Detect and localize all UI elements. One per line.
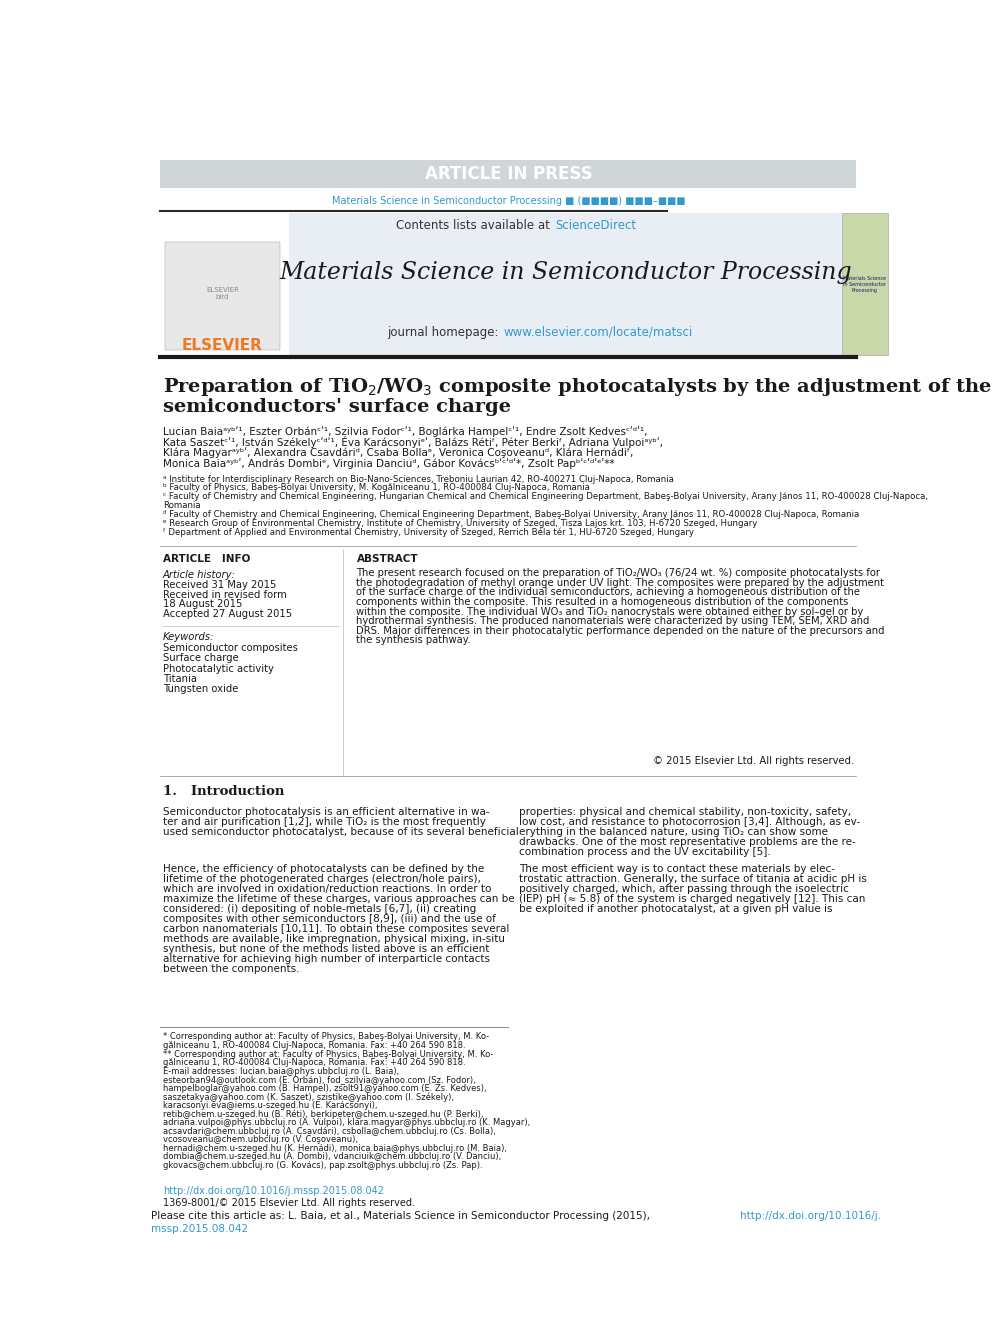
- Text: combination process and the UV excitability [5].: combination process and the UV excitabil…: [519, 847, 771, 857]
- Text: lifetime of the photogenerated charges (electron/hole pairs),: lifetime of the photogenerated charges (…: [163, 873, 481, 884]
- Text: Photocatalytic activity: Photocatalytic activity: [163, 664, 274, 673]
- Text: hydrothermal synthesis. The produced nanomaterials were characterized by using T: hydrothermal synthesis. The produced nan…: [356, 617, 870, 626]
- Text: which are involved in oxidation/reduction reactions. In order to: which are involved in oxidation/reductio…: [163, 884, 491, 894]
- Text: ARTICLE IN PRESS: ARTICLE IN PRESS: [425, 165, 592, 183]
- Text: carbon nanomaterials [10,11]. To obtain these composites several: carbon nanomaterials [10,11]. To obtain …: [163, 923, 509, 934]
- Text: methods are available, like impregnation, physical mixing, in-situ: methods are available, like impregnation…: [163, 934, 505, 943]
- Text: Received 31 May 2015: Received 31 May 2015: [163, 579, 276, 590]
- Text: Lucian Baiaᵃʸᵇʹ¹, Eszter Orbánᶜʹ¹, Szilvia Fodorᶜʹ¹, Boglárka Hampelᶜʹ¹, Endre Z: Lucian Baiaᵃʸᵇʹ¹, Eszter Orbánᶜʹ¹, Szilv…: [163, 426, 647, 437]
- Text: trostatic attraction. Generally, the surface of titania at acidic pH is: trostatic attraction. Generally, the sur…: [519, 873, 867, 884]
- Text: low cost, and resistance to photocorrosion [3,4]. Although, as ev-: low cost, and resistance to photocorrosi…: [519, 816, 860, 827]
- Text: composites with other semiconductors [8,9], (iii) and the use of: composites with other semiconductors [8,…: [163, 914, 496, 923]
- Text: http://dx.doi.org/10.1016/j.: http://dx.doi.org/10.1016/j.: [740, 1211, 881, 1221]
- Text: Kata Saszetᶜʹ¹, István Székelyᶜʹᵈʹ¹, Éva Karácsonyiᵉʹ, Balázs Rétiᶠ, Péter Berki: Kata Saszetᶜʹ¹, István Székelyᶜʹᵈʹ¹, Éva…: [163, 437, 663, 448]
- Text: esteorban94@outlook.com (E. Orbán), fod_szilvia@yahoo.com (Sz. Fodor),: esteorban94@outlook.com (E. Orbán), fod_…: [163, 1076, 475, 1085]
- Text: Semiconductor photocatalysis is an efficient alternative in wa-: Semiconductor photocatalysis is an effic…: [163, 807, 489, 816]
- Text: * Corresponding author at: Faculty of Physics, Babeş-Bolyai University, M. Ko-: * Corresponding author at: Faculty of Ph…: [163, 1032, 489, 1041]
- Text: Accepted 27 August 2015: Accepted 27 August 2015: [163, 609, 292, 619]
- Text: between the components.: between the components.: [163, 963, 300, 974]
- FancyBboxPatch shape: [289, 213, 841, 355]
- Text: Tungsten oxide: Tungsten oxide: [163, 684, 238, 695]
- Text: Keywords:: Keywords:: [163, 632, 214, 642]
- FancyBboxPatch shape: [161, 160, 856, 188]
- FancyBboxPatch shape: [161, 213, 289, 355]
- Text: ᵉ Research Group of Environmental Chemistry, Institute of Chemistry, University : ᵉ Research Group of Environmental Chemis…: [163, 519, 757, 528]
- Text: used semiconductor photocatalyst, because of its several beneficial: used semiconductor photocatalyst, becaus…: [163, 827, 519, 836]
- Text: vcosoveanu@chem.ubbcluj.ro (V. Coşoveanu),: vcosoveanu@chem.ubbcluj.ro (V. Coşoveanu…: [163, 1135, 358, 1144]
- Text: Surface charge: Surface charge: [163, 654, 238, 663]
- Text: the photodegradation of methyl orange under UV light. The composites were prepar: the photodegradation of methyl orange un…: [356, 578, 885, 587]
- Text: ScienceDirect: ScienceDirect: [555, 220, 636, 233]
- Text: 1369-8001/© 2015 Elsevier Ltd. All rights reserved.: 1369-8001/© 2015 Elsevier Ltd. All right…: [163, 1197, 415, 1208]
- Text: journal homepage:: journal homepage:: [387, 325, 502, 339]
- Text: gălniceanu 1, RO-400084 Cluj-Napoca, Romania. Fax: +40 264 590 818.: gălniceanu 1, RO-400084 Cluj-Napoca, Rom…: [163, 1040, 465, 1049]
- Text: The present research focused on the preparation of TiO₂/WO₃ (76/24 wt. %) compos: The present research focused on the prep…: [356, 568, 881, 578]
- Text: Titania: Titania: [163, 673, 196, 684]
- Text: the synthesis pathway.: the synthesis pathway.: [356, 635, 471, 646]
- FancyBboxPatch shape: [841, 213, 888, 355]
- Text: be exploited if another photocatalyst, at a given pH value is: be exploited if another photocatalyst, a…: [519, 904, 832, 914]
- Text: Received in revised form: Received in revised form: [163, 590, 287, 599]
- Text: Materials Science in Semiconductor Processing: Materials Science in Semiconductor Proce…: [280, 261, 852, 284]
- Text: of the surface charge of the individual semiconductors, achieving a homogeneous : of the surface charge of the individual …: [356, 587, 860, 597]
- Text: alternative for achieving high number of interparticle contacts: alternative for achieving high number of…: [163, 954, 490, 963]
- Text: drawbacks. One of the most representative problems are the re-: drawbacks. One of the most representativ…: [519, 836, 856, 847]
- Text: Materials Science in Semiconductor Processing ■ (■■■■) ■■■–■■■: Materials Science in Semiconductor Proce…: [331, 196, 685, 206]
- Text: 1.   Introduction: 1. Introduction: [163, 785, 284, 798]
- Text: DRS. Major differences in their photocatalytic performance depended on the natur: DRS. Major differences in their photocat…: [356, 626, 885, 636]
- Text: dombia@chem.u-szeged.hu (A. Dombi), vdanciuik@chem.ubbcluj.ro (V. Danciu),: dombia@chem.u-szeged.hu (A. Dombi), vdan…: [163, 1152, 501, 1162]
- Text: erything in the balanced nature, using TiO₂ can show some: erything in the balanced nature, using T…: [519, 827, 828, 836]
- Text: Monica Baiaᵃʸᵇʹ, András Dombiᵉ, Virginia Danciuᵈ, Gábor Kovácsᵇʹᶜʹᵈʹ*, Zsolt Pap: Monica Baiaᵃʸᵇʹ, András Dombiᵉ, Virginia…: [163, 458, 614, 470]
- FancyBboxPatch shape: [165, 242, 280, 349]
- Text: Contents lists available at: Contents lists available at: [396, 220, 554, 233]
- Text: Romania: Romania: [163, 501, 200, 511]
- Text: ᶠ Department of Applied and Environmental Chemistry, University of Szeged, Rerri: ᶠ Department of Applied and Environmenta…: [163, 528, 693, 537]
- Text: properties: physical and chemical stability, non-toxicity, safety,: properties: physical and chemical stabil…: [519, 807, 851, 816]
- Text: E-mail addresses: lucian.baia@phys.ubbcluj.ro (L. Baia),: E-mail addresses: lucian.baia@phys.ubbcl…: [163, 1068, 399, 1077]
- Text: synthesis, but none of the methods listed above is an efficient: synthesis, but none of the methods liste…: [163, 943, 489, 954]
- Text: adriana.vulpoi@phys.ubbcluj.ro (A. Vulpoi), klara.magyar@phys.ubbcluj.ro (K. Mag: adriana.vulpoi@phys.ubbcluj.ro (A. Vulpo…: [163, 1118, 530, 1127]
- Text: retib@chem.u-szeged.hu (B. Réti), berkipeter@chem.u-szeged.hu (P. Berki),: retib@chem.u-szeged.hu (B. Réti), berkip…: [163, 1110, 483, 1119]
- Text: Semiconductor composites: Semiconductor composites: [163, 643, 298, 652]
- Text: acsavdari@chem.ubbcluj.ro (A. Csavdári), csbolla@chem.ubbcluj.ro (Cs. Bolla),: acsavdari@chem.ubbcluj.ro (A. Csavdári),…: [163, 1127, 496, 1135]
- Text: ter and air purification [1,2], while TiO₂ is the most frequently: ter and air purification [1,2], while Ti…: [163, 816, 486, 827]
- Text: ELSEVIER: ELSEVIER: [182, 339, 263, 353]
- Text: ABSTRACT: ABSTRACT: [356, 554, 418, 564]
- Text: hernadi@chem.u-szeged.hu (K. Hernádi), monica.baia@phys.ubbcluj.ro (M. Baia),: hernadi@chem.u-szeged.hu (K. Hernádi), m…: [163, 1143, 507, 1152]
- Text: considered: (i) depositing of noble-metals [6,7], (ii) creating: considered: (i) depositing of noble-meta…: [163, 904, 476, 914]
- Text: karacsonyi.eva@iems.u-szeged.hu (E. Karácsonyi),: karacsonyi.eva@iems.u-szeged.hu (E. Kará…: [163, 1101, 377, 1110]
- Text: ᵇ Faculty of Physics, Babeş-Bolyai University, M. Kogălniceanu 1, RO-400084 Cluj: ᵇ Faculty of Physics, Babeş-Bolyai Unive…: [163, 483, 589, 492]
- Text: ELSEVIER
bird: ELSEVIER bird: [206, 287, 239, 300]
- Text: ᶜ Faculty of Chemistry and Chemical Engineering, Hungarian Chemical and Chemical: ᶜ Faculty of Chemistry and Chemical Engi…: [163, 492, 928, 501]
- Text: gkovacs@chem.ubbcluj.ro (G. Kovács), pap.zsolt@phys.ubbcluj.ro (Zs. Pap).: gkovacs@chem.ubbcluj.ro (G. Kovács), pap…: [163, 1160, 482, 1170]
- Text: semiconductors' surface charge: semiconductors' surface charge: [163, 398, 511, 415]
- Text: saszetakya@yahoo.com (K. Saszet), szistike@yahoo.com (I. Székely),: saszetakya@yahoo.com (K. Saszet), szisti…: [163, 1093, 453, 1102]
- Text: Preparation of TiO$_2$/WO$_3$ composite photocatalysts by the adjustment of the: Preparation of TiO$_2$/WO$_3$ composite …: [163, 376, 992, 398]
- Text: (IEP) pH (≈ 5.8) of the system is charged negatively [12]. This can: (IEP) pH (≈ 5.8) of the system is charge…: [519, 894, 866, 904]
- Text: positively charged, which, after passing through the isoelectric: positively charged, which, after passing…: [519, 884, 849, 894]
- Text: within the composite. The individual WO₃ and TiO₂ nanocrystals were obtained eit: within the composite. The individual WO₃…: [356, 606, 864, 617]
- Text: ᵃ Institute for Interdisciplinary Research on Bio-Nano-Sciences, Treboniu Lauria: ᵃ Institute for Interdisciplinary Resear…: [163, 475, 674, 484]
- Text: ** Corresponding author at: Faculty of Physics, Babeş-Bolyai University, M. Ko-: ** Corresponding author at: Faculty of P…: [163, 1049, 493, 1058]
- Text: 18 August 2015: 18 August 2015: [163, 599, 242, 609]
- Text: Klára Magyarᵃʸᵇʹ, Alexandra Csavdáriᵈ, Csaba Bollaᵉ, Veronica Coşoveanuᵈ, Klára : Klára Magyarᵃʸᵇʹ, Alexandra Csavdáriᵈ, C…: [163, 447, 633, 458]
- FancyBboxPatch shape: [140, 1187, 877, 1233]
- Text: Please cite this article as: L. Baia, et al., Materials Science in Semiconductor: Please cite this article as: L. Baia, et…: [151, 1211, 657, 1221]
- Text: The most efficient way is to contact these materials by elec-: The most efficient way is to contact the…: [519, 864, 835, 873]
- Text: hampelboglar@yahoo.com (B. Hampel), zsolt91@yahoo.com (E. Zs. Kedves),: hampelboglar@yahoo.com (B. Hampel), zsol…: [163, 1085, 486, 1093]
- Text: ARTICLE   INFO: ARTICLE INFO: [163, 554, 250, 564]
- Text: mssp.2015.08.042: mssp.2015.08.042: [151, 1224, 248, 1234]
- Text: Article history:: Article history:: [163, 570, 236, 579]
- Text: gălniceanu 1, RO-400084 Cluj-Napoca, Romania. Fax: +40 264 590 818.: gălniceanu 1, RO-400084 Cluj-Napoca, Rom…: [163, 1058, 465, 1068]
- Text: maximize the lifetime of these charges, various approaches can be: maximize the lifetime of these charges, …: [163, 894, 515, 904]
- Text: http://dx.doi.org/10.1016/j.mssp.2015.08.042: http://dx.doi.org/10.1016/j.mssp.2015.08…: [163, 1185, 384, 1196]
- Text: components within the composite. This resulted in a homogeneous distribution of : components within the composite. This re…: [356, 597, 849, 607]
- Text: ᵈ Faculty of Chemistry and Chemical Engineering, Chemical Engineering Department: ᵈ Faculty of Chemistry and Chemical Engi…: [163, 509, 859, 519]
- Text: www.elsevier.com/locate/matsci: www.elsevier.com/locate/matsci: [504, 325, 693, 339]
- Text: Hence, the efficiency of photocatalysts can be defined by the: Hence, the efficiency of photocatalysts …: [163, 864, 484, 873]
- Text: Materials Science
in Semiconductor
Processing: Materials Science in Semiconductor Proce…: [843, 277, 887, 292]
- Text: © 2015 Elsevier Ltd. All rights reserved.: © 2015 Elsevier Ltd. All rights reserved…: [653, 755, 854, 766]
